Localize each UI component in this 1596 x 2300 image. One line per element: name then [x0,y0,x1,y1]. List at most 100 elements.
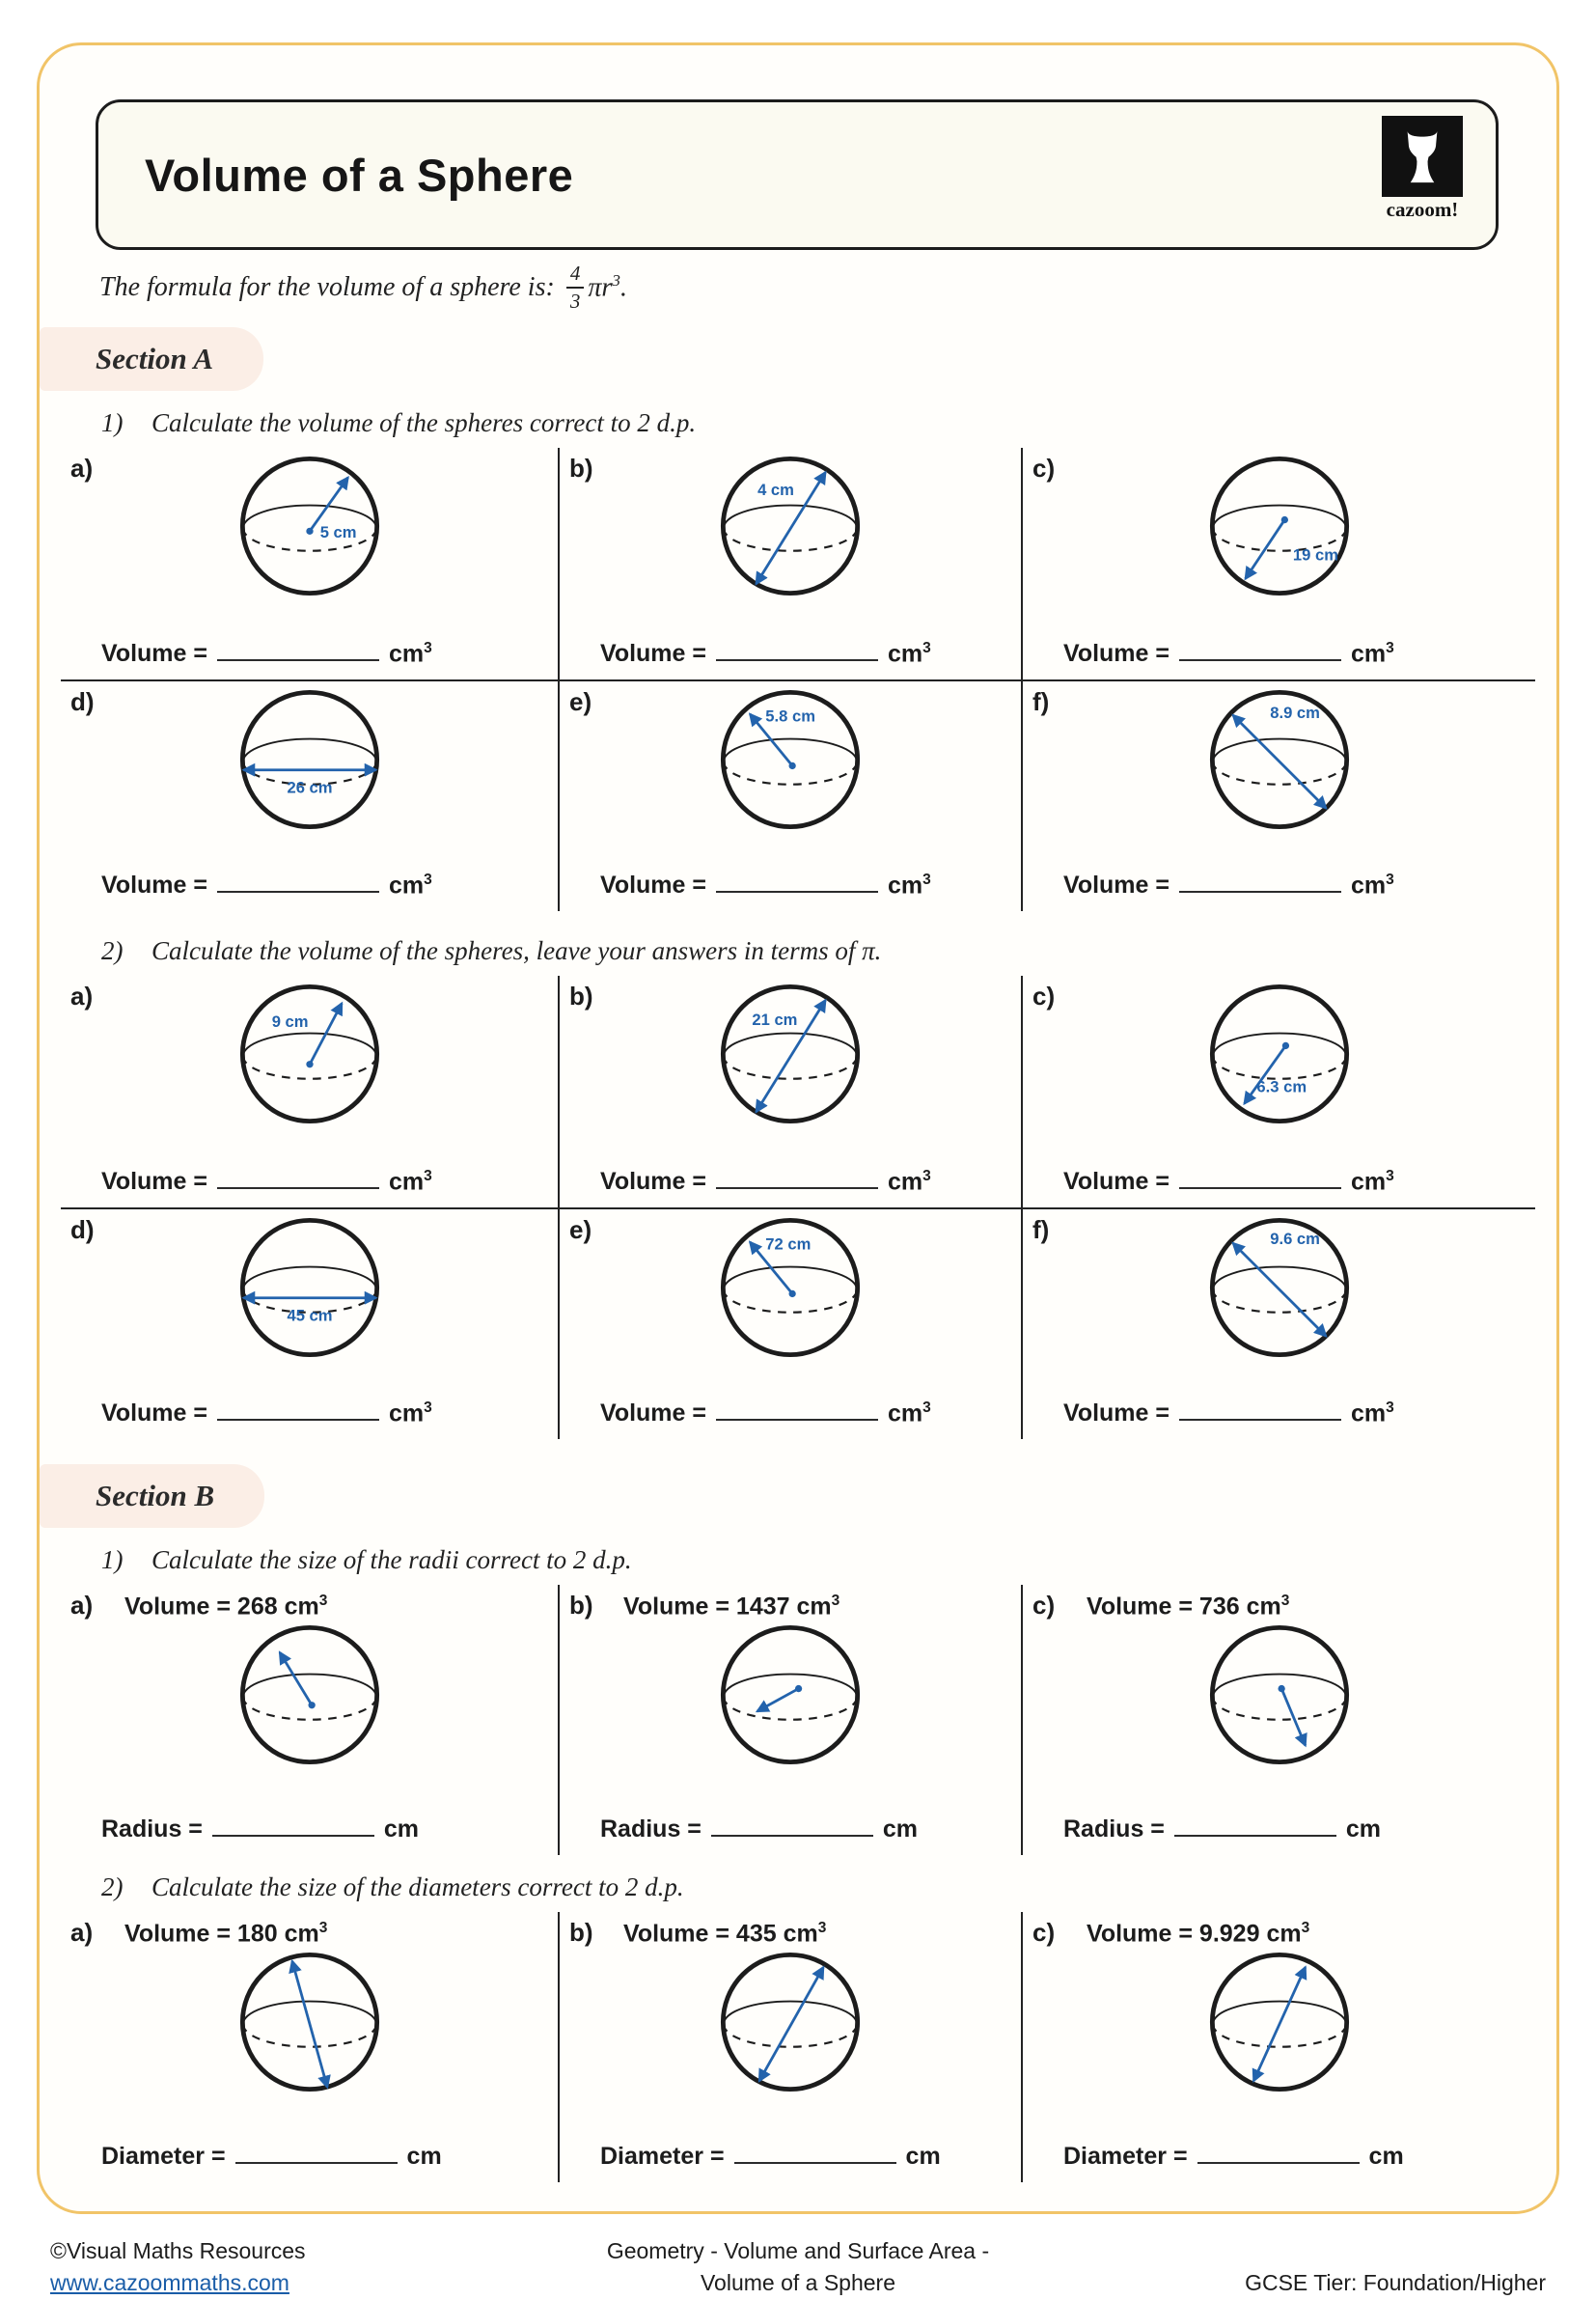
svg-text:72 cm: 72 cm [765,1234,811,1253]
sphere-diagram: 72 cm [718,1215,863,1360]
answer-row: Volume = cm3 [1023,635,1535,668]
volume-label: Volume = [600,872,706,899]
footer-copyright: ©Visual Maths Resources www.cazoommaths.… [50,2235,497,2300]
formula-prefix: The formula for the volume of a sphere i… [99,272,555,302]
question-b2-text: 2) Calculate the size of the diameters c… [101,1872,1535,1902]
sup-3: 3 [922,871,931,888]
problem-cell-a1f: f) 8.9 cm Volume = cm3 [1021,679,1535,911]
answer-blank [217,635,379,661]
answer-row: Diameter = cm [560,2138,1021,2171]
question-number: 1) [101,1545,124,1574]
radius-label: Radius = [600,1815,702,1843]
problem-tag: d) [70,687,95,716]
sphere-diagram [1207,1622,1352,1767]
worksheet-sheet: Volume of a Sphere cazoom! The formula f… [37,42,1559,2214]
sphere-diagram [1207,1950,1352,2094]
topic-line-2: Volume of a Sphere [700,2270,895,2296]
answer-blank [716,867,878,893]
footer: ©Visual Maths Resources www.cazoommaths.… [0,2235,1596,2300]
svg-text:19 cm: 19 cm [1292,545,1337,564]
answer-blank [234,2138,398,2164]
given-volume: Volume = 1437 cm3 [623,1593,840,1621]
svg-text:8.9 cm: 8.9 cm [1270,704,1320,722]
sup-3: 3 [424,871,432,888]
answer-row: Volume = cm3 [1023,1163,1535,1196]
problem-tag: d) [70,1215,95,1244]
answer-blank [211,1811,374,1837]
answer-blank [1173,1811,1336,1837]
answer-row: Radius = cm [1023,1811,1535,1843]
svg-text:9.6 cm: 9.6 cm [1270,1230,1320,1248]
problem-tag: f) [1032,1215,1050,1244]
volume-label: Volume = [1063,640,1169,667]
unit-label: cm3 [1351,1399,1394,1427]
problem-cell-b2b: b) Volume = 435 cm3 Diameter = cm [558,1912,1021,2182]
problem-cell-a1b: b) 4 cm Volume = cm3 [558,448,1021,679]
given-volume: Volume = 736 cm3 [1087,1593,1290,1621]
question-number: 1) [101,408,124,437]
sphere-diagram [237,1622,382,1767]
problem-tag: a) [70,1918,94,1947]
copyright-text: ©Visual Maths Resources [50,2238,306,2263]
sup-3: 3 [612,271,620,291]
formula-tail: πr3. [588,271,627,303]
cazoom-logo-icon [1382,116,1463,197]
problem-tag: e) [569,687,592,716]
problem-tag: a) [70,454,94,483]
answer-blank [1179,635,1341,661]
given-volume: Volume = 180 cm3 [124,1920,328,1948]
answer-row: Diameter = cm [1023,2138,1535,2171]
question-number: 2) [101,1872,124,1901]
problem-cell-a2c: c) 6.3 cm Volume = cm3 [1021,976,1535,1207]
unit-label: cm [406,2143,442,2170]
unit-label: cm3 [888,1167,931,1195]
problem-cell-b1a: a) Volume = 268 cm3 Radius = cm [61,1585,558,1855]
question-a1-text: 1) Calculate the volume of the spheres c… [101,408,1535,438]
page-title: Volume of a Sphere [145,149,574,201]
unit-label: cm [905,2143,941,2170]
unit-label: cm3 [888,639,931,667]
answer-row: Diameter = cm [61,2138,558,2171]
svg-text:5 cm: 5 cm [319,523,356,541]
sphere-diagram [718,1622,863,1767]
problem-cell-a2d: d) 45 cm Volume = cm3 [61,1207,558,1439]
answer-blank [1197,2138,1360,2164]
problem-tag: f) [1032,687,1050,716]
svg-text:9 cm: 9 cm [271,1012,308,1031]
sphere-diagram: 9.6 cm [1207,1215,1352,1360]
answer-blank [217,1395,379,1421]
footer-tier: GCSE Tier: Foundation/Higher [1245,2270,1546,2296]
volume-label: Volume = [600,640,706,667]
problem-tag: c) [1032,454,1056,483]
footer-link[interactable]: www.cazoommaths.com [50,2270,289,2296]
question-a2-text: 2) Calculate the volume of the spheres, … [101,936,1535,966]
volume-label: Volume = [600,1168,706,1195]
section-a-title: Section A [40,327,264,391]
question-text: Calculate the volume of the spheres, lea… [151,936,882,965]
sphere-diagram: 19 cm [1207,454,1352,598]
sphere-diagram: 8.9 cm [1207,687,1352,832]
fraction-numerator: 4 [565,263,585,289]
answer-blank [716,1163,878,1189]
problem-cell-a2f: f) 9.6 cm Volume = cm3 [1021,1207,1535,1439]
problem-cell-a1a: a) 5 cm Volume = cm3 [61,448,558,679]
answer-blank [716,1395,878,1421]
topic-line-1: Geometry - Volume and Surface Area - [606,2238,990,2263]
problem-cell-a1c: c) 19 cm Volume = cm3 [1021,448,1535,679]
problem-tag: b) [569,1918,593,1947]
given-volume: Volume = 9.929 cm3 [1087,1920,1310,1948]
problem-cell-a2b: b) 21 cm Volume = cm3 [558,976,1021,1207]
unit-label: cm [1368,2143,1404,2170]
answer-blank [217,867,379,893]
answer-row: Volume = cm3 [560,635,1021,668]
svg-text:4 cm: 4 cm [757,481,794,499]
problem-cell-b1b: b) Volume = 1437 cm3 Radius = cm [558,1585,1021,1855]
header-box: Volume of a Sphere cazoom! [96,99,1499,250]
sup-3: 3 [1386,1399,1394,1416]
answer-row: Radius = cm [61,1811,558,1843]
footer-topic: Geometry - Volume and Surface Area - Vol… [497,2235,1100,2300]
unit-label: cm [882,1815,919,1843]
problem-tag: b) [569,1591,593,1620]
answer-blank [733,2138,896,2164]
sup-3: 3 [922,1399,931,1416]
